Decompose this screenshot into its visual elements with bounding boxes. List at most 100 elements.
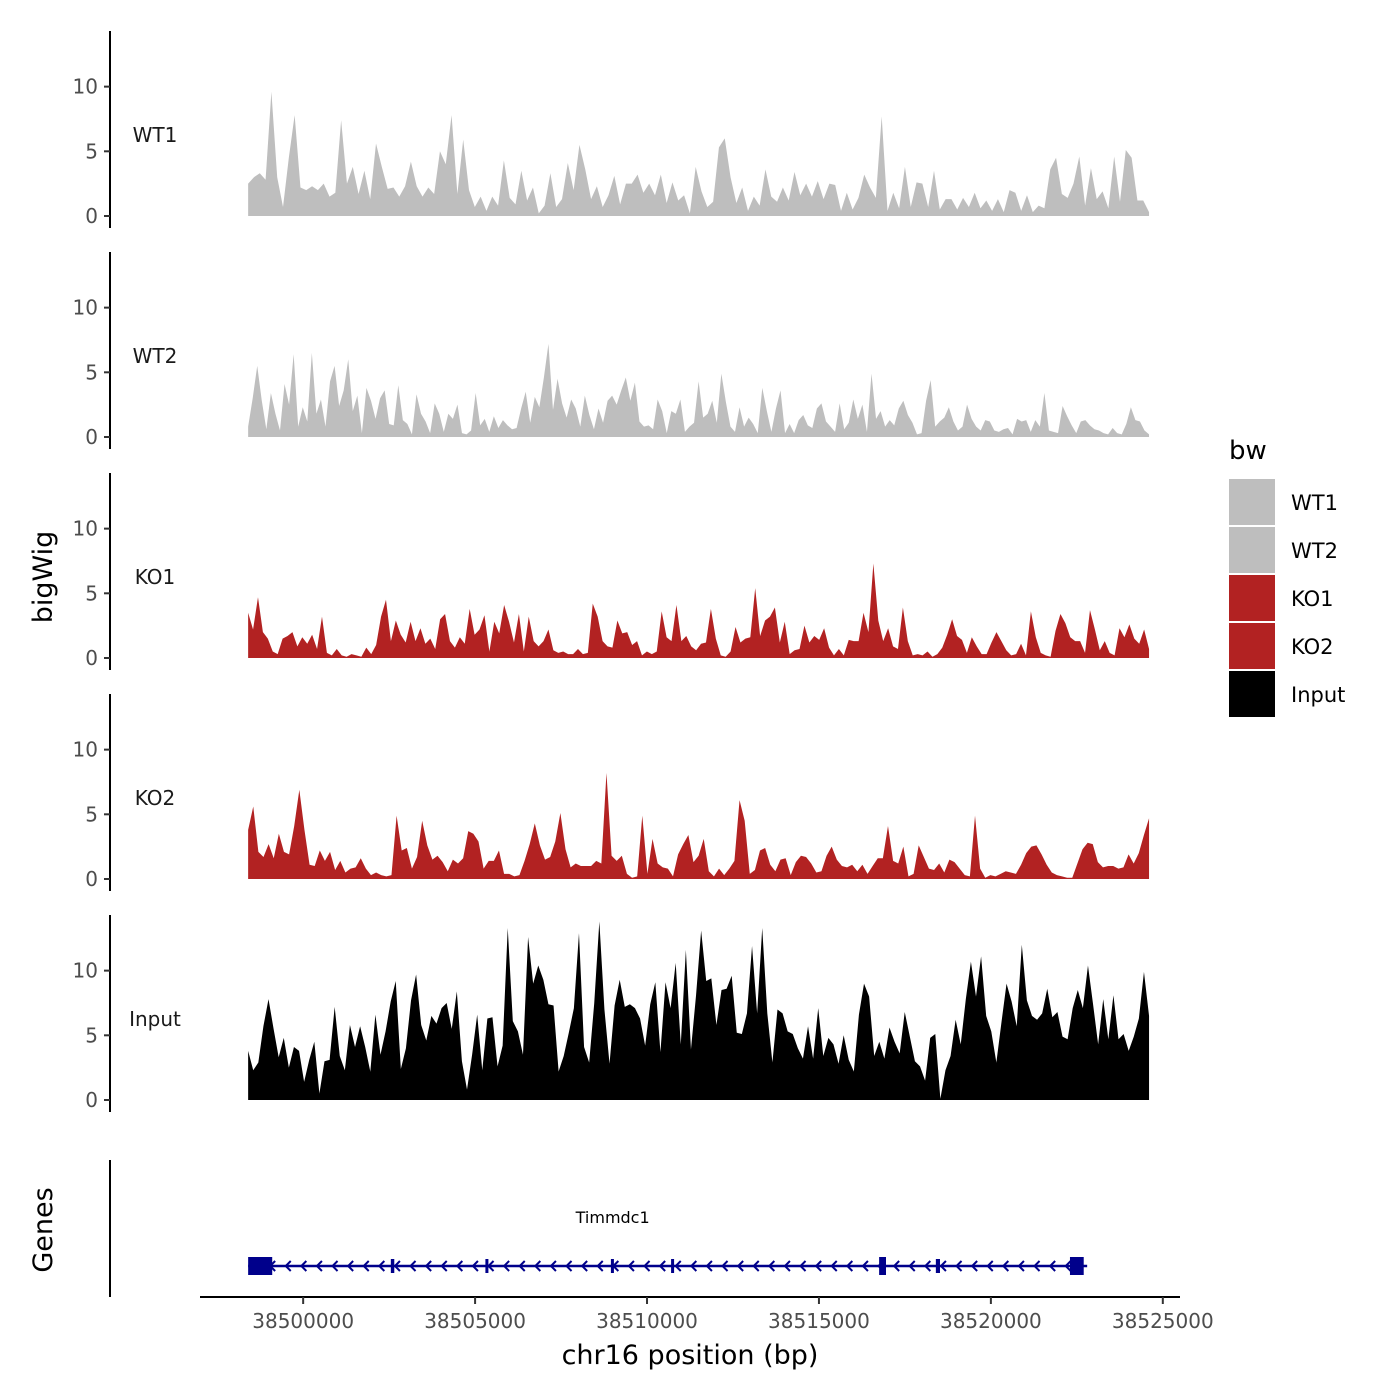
strand-arrow xyxy=(845,1260,854,1272)
strand-arrow xyxy=(830,1260,838,1272)
strand-arrow xyxy=(736,1260,744,1272)
legend-key-input xyxy=(1229,671,1275,717)
strand-arrow xyxy=(455,1260,464,1272)
strand-arrow xyxy=(955,1260,963,1272)
strand-arrow xyxy=(783,1260,791,1272)
strand-arrow xyxy=(892,1260,900,1272)
legend-key-ko2 xyxy=(1229,623,1275,669)
y-tick-label: 10 xyxy=(73,75,98,99)
track-label: KO1 xyxy=(135,565,176,589)
strand-arrow xyxy=(1017,1260,1025,1272)
gene-track: Timmdc1 xyxy=(109,1160,1088,1297)
strand-arrow xyxy=(518,1260,526,1272)
y-axis-title: bigWig xyxy=(28,531,59,624)
y-tick-label: 5 xyxy=(85,360,98,384)
gene-exon xyxy=(935,1259,940,1273)
track-area-input xyxy=(248,921,1150,1100)
strand-arrow xyxy=(502,1260,510,1272)
y-tick-label: 10 xyxy=(73,296,98,320)
strand-arrow xyxy=(658,1260,666,1272)
track-wt1: 0 5 10 WT1 xyxy=(73,31,1150,228)
y-tick-label: 5 xyxy=(85,802,98,826)
strand-arrow xyxy=(861,1260,869,1272)
gene-exon xyxy=(248,1257,273,1275)
track-label: KO2 xyxy=(135,786,176,810)
strand-arrow xyxy=(674,1260,682,1272)
y-tick-label: 5 xyxy=(85,1023,98,1047)
legend-label-ko1: KO1 xyxy=(1291,587,1334,611)
strand-arrow xyxy=(440,1260,448,1272)
y-tick-label: 0 xyxy=(85,204,98,228)
strand-arrow xyxy=(721,1260,729,1272)
track-label: WT1 xyxy=(133,123,178,147)
strand-arrow xyxy=(923,1260,932,1272)
gene-exon xyxy=(671,1259,675,1273)
x-tick-label: 38515000 xyxy=(768,1309,870,1333)
strand-arrow xyxy=(424,1260,432,1272)
legend-title: bw xyxy=(1229,436,1267,466)
strand-arrow xyxy=(970,1260,978,1272)
track-label: WT2 xyxy=(133,344,178,368)
strand-arrow xyxy=(1048,1260,1056,1272)
strand-arrow xyxy=(814,1260,822,1272)
track-label: Input xyxy=(129,1007,181,1031)
gene-exon xyxy=(879,1257,886,1275)
genes-axis-title: Genes xyxy=(28,1187,59,1272)
y-tick-label: 10 xyxy=(73,738,98,762)
strand-arrow xyxy=(487,1260,495,1272)
gene-timmdc1: Timmdc1 xyxy=(248,1208,1088,1275)
legend-key-wt2 xyxy=(1229,527,1275,573)
strand-arrow xyxy=(1064,1260,1072,1272)
strand-arrow xyxy=(799,1260,807,1272)
x-tick-label: 38520000 xyxy=(940,1309,1042,1333)
track-ko1: 0 5 10 KO1 xyxy=(73,473,1150,670)
strand-arrow xyxy=(643,1260,651,1272)
strand-arrow xyxy=(362,1260,370,1272)
strand-arrow xyxy=(939,1260,947,1272)
y-tick-label: 5 xyxy=(85,139,98,163)
legend-label-input: Input xyxy=(1291,683,1345,707)
y-tick-label: 0 xyxy=(85,867,98,891)
strand-arrow xyxy=(471,1260,479,1272)
x-axis: 38500000 38505000 38510000 38515000 38520000… xyxy=(200,1296,1214,1333)
track-area-wt1 xyxy=(248,91,1150,216)
x-tick-label: 38525000 xyxy=(1112,1309,1214,1333)
strand-arrow xyxy=(689,1260,698,1272)
strand-arrow xyxy=(393,1260,401,1272)
x-tick-label: 38500000 xyxy=(252,1309,354,1333)
legend-label-wt2: WT2 xyxy=(1291,539,1338,563)
y-tick-label: 10 xyxy=(73,959,98,983)
x-tick-label: 38510000 xyxy=(596,1309,698,1333)
gene-exon xyxy=(390,1259,395,1273)
strand-arrow xyxy=(331,1260,339,1272)
y-tick-label: 0 xyxy=(85,425,98,449)
x-axis-title: chr16 position (bp) xyxy=(562,1340,819,1371)
signal-tracks: 0 5 10 WT1 0 5 10 WT2 0 5 10 KO1 0 5 10 KO2 0 5 10 Input xyxy=(73,31,1150,1112)
strand-arrow xyxy=(1033,1260,1041,1272)
legend-key-wt1 xyxy=(1229,479,1275,525)
strand-arrow xyxy=(565,1260,573,1272)
strand-arrow xyxy=(1001,1260,1010,1272)
strand-arrow xyxy=(596,1260,604,1272)
track-wt2: 0 5 10 WT2 xyxy=(73,252,1150,449)
y-tick-label: 0 xyxy=(85,646,98,670)
legend-key-ko1 xyxy=(1229,575,1275,621)
strand-arrow xyxy=(284,1260,292,1272)
strand-arrow xyxy=(409,1260,417,1272)
y-tick-label: 10 xyxy=(73,517,98,541)
strand-arrow xyxy=(299,1260,308,1272)
strand-arrow xyxy=(315,1260,323,1272)
strand-arrow xyxy=(549,1260,557,1272)
strand-arrow xyxy=(377,1260,386,1272)
x-tick-label: 38505000 xyxy=(424,1309,526,1333)
track-area-ko2 xyxy=(248,772,1150,879)
track-ko2: 0 5 10 KO2 xyxy=(73,694,1150,891)
gene-exon xyxy=(1069,1257,1084,1275)
gene-exon xyxy=(610,1259,614,1273)
strand-arrow xyxy=(580,1260,588,1272)
track-area-ko1 xyxy=(248,563,1150,658)
track-area-wt2 xyxy=(248,343,1150,437)
y-tick-label: 0 xyxy=(85,1088,98,1112)
strand-arrow xyxy=(986,1260,994,1272)
